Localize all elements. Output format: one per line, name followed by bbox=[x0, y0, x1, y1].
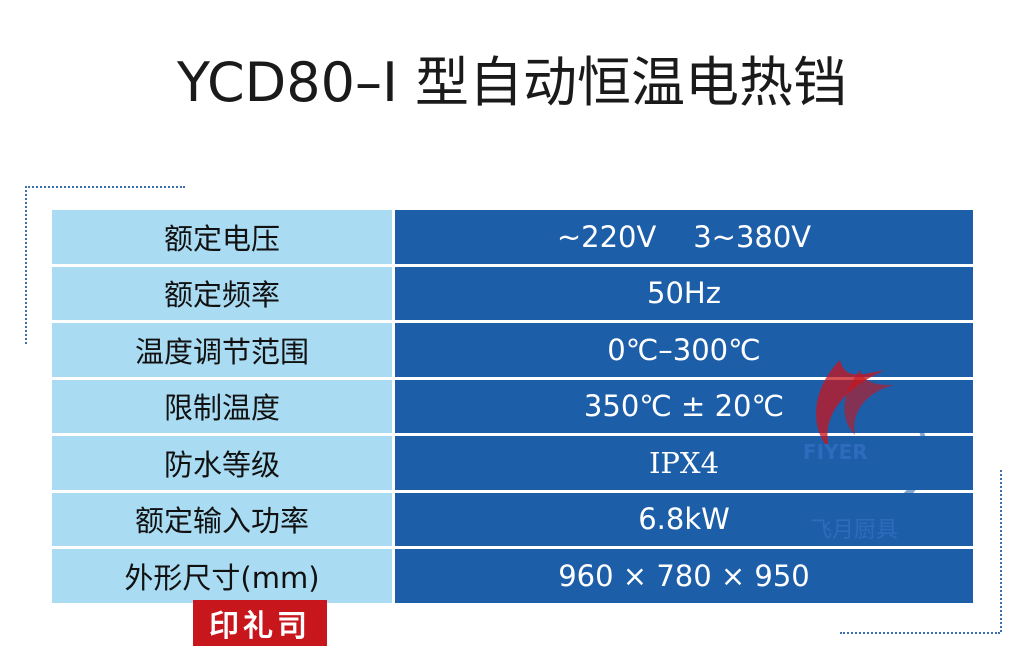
title: YCD80–I 型自动恒温电热铛 bbox=[176, 51, 848, 114]
watermark-brand: FIYER bbox=[803, 440, 868, 464]
spec-value: IPX4 bbox=[395, 436, 973, 490]
spec-label: 防水等级 bbox=[52, 436, 392, 490]
spec-label: 额定输入功率 bbox=[52, 492, 392, 546]
spec-value: 350℃ ± 20℃ bbox=[395, 379, 973, 433]
seal: 印礼司 bbox=[193, 600, 327, 646]
spec-value: 0℃–300℃ bbox=[395, 323, 973, 377]
dotted-rule bbox=[1000, 470, 1002, 632]
dotted-rule bbox=[25, 186, 185, 188]
dotted-rule bbox=[840, 632, 1000, 634]
spec-value: 960 × 780 × 950 bbox=[395, 549, 973, 603]
spec-value: ~220V 3~380V bbox=[395, 210, 973, 264]
spec-label: 限制温度 bbox=[52, 379, 392, 433]
watermark-name: 飞月厨具 bbox=[810, 518, 899, 543]
spec-label: 温度调节范围 bbox=[52, 323, 392, 377]
spec-value: 6.8kW bbox=[395, 492, 973, 546]
spec-label: 外形尺寸(mm) bbox=[52, 549, 392, 603]
dotted-rule bbox=[25, 186, 27, 344]
spec-value: 50Hz bbox=[395, 266, 973, 320]
spec-label: 额定频率 bbox=[52, 266, 392, 320]
spec-label: 额定电压 bbox=[52, 210, 392, 264]
logo bbox=[816, 360, 929, 514]
